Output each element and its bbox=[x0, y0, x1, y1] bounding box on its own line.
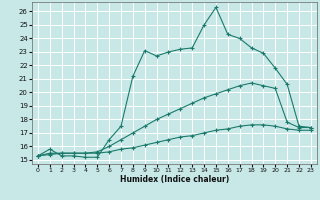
X-axis label: Humidex (Indice chaleur): Humidex (Indice chaleur) bbox=[120, 175, 229, 184]
